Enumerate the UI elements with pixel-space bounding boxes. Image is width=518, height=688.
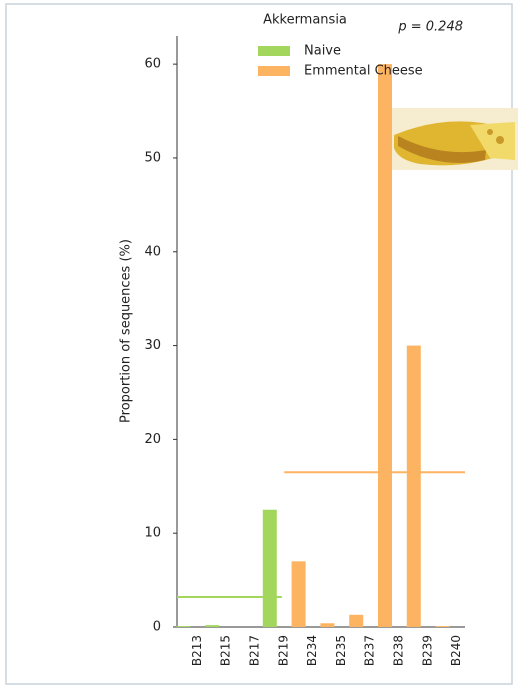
- legend-swatch: [258, 66, 290, 76]
- y-tick-label: 0: [153, 620, 161, 635]
- y-tick-label: 50: [144, 150, 161, 165]
- x-tick-label: B215: [219, 635, 233, 666]
- x-tick-label: B235: [334, 635, 348, 666]
- x-tick-label: B237: [363, 635, 377, 666]
- x-tick-label: B238: [392, 635, 406, 666]
- bar: [262, 509, 277, 627]
- bar: [435, 626, 450, 627]
- bar: [205, 625, 220, 627]
- bar: [406, 345, 421, 627]
- bar: [349, 614, 364, 627]
- legend-swatch: [258, 46, 290, 56]
- x-tick-label: B217: [248, 635, 262, 666]
- y-tick-label: 20: [144, 432, 161, 447]
- y-axis-label: Proportion of sequences (%): [119, 239, 134, 423]
- y-tick-label: 60: [144, 57, 161, 72]
- x-tick-label: B219: [276, 635, 290, 666]
- x-tick-label: B234: [305, 635, 319, 666]
- x-tick-label: B239: [420, 635, 434, 666]
- cheese-image: [390, 108, 518, 170]
- frame: [5, 3, 513, 685]
- bar: [320, 623, 335, 627]
- bar: [291, 561, 306, 627]
- y-tick-label: 10: [144, 526, 161, 541]
- bar: [378, 64, 392, 627]
- chart-title: Akkermansia: [263, 13, 347, 28]
- legend-label: Naive: [304, 44, 341, 59]
- bar: [176, 626, 191, 627]
- y-tick-label: 30: [144, 338, 161, 353]
- legend-label: Emmental Cheese: [304, 64, 423, 79]
- p-value: p = 0.248: [397, 20, 463, 35]
- y-tick-label: 40: [144, 244, 161, 259]
- x-tick-label: B213: [190, 635, 204, 666]
- x-tick-label: B240: [449, 635, 463, 666]
